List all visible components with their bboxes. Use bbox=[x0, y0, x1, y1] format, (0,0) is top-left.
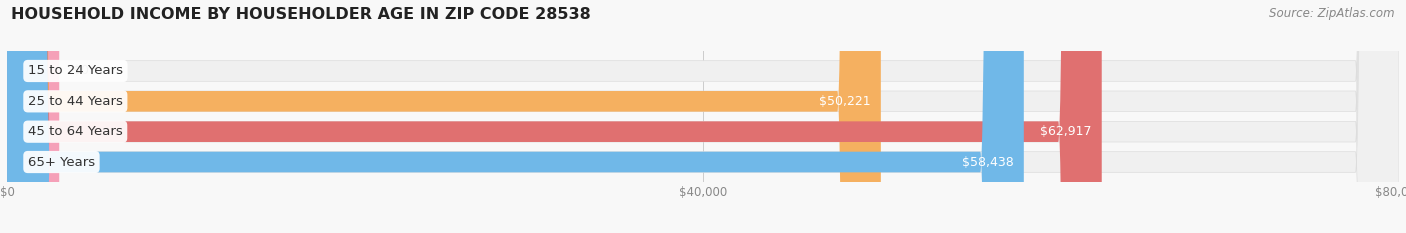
Text: $58,438: $58,438 bbox=[962, 155, 1014, 168]
Text: Source: ZipAtlas.com: Source: ZipAtlas.com bbox=[1270, 7, 1395, 20]
Text: 65+ Years: 65+ Years bbox=[28, 155, 96, 168]
FancyBboxPatch shape bbox=[7, 0, 1399, 233]
Text: 15 to 24 Years: 15 to 24 Years bbox=[28, 65, 122, 78]
FancyBboxPatch shape bbox=[7, 0, 1102, 233]
FancyBboxPatch shape bbox=[7, 0, 1399, 233]
Text: $50,221: $50,221 bbox=[818, 95, 870, 108]
Text: $62,917: $62,917 bbox=[1040, 125, 1091, 138]
FancyBboxPatch shape bbox=[7, 0, 880, 233]
FancyBboxPatch shape bbox=[7, 0, 1399, 233]
FancyBboxPatch shape bbox=[7, 0, 59, 233]
FancyBboxPatch shape bbox=[7, 0, 1024, 233]
Text: 45 to 64 Years: 45 to 64 Years bbox=[28, 125, 122, 138]
Text: $0: $0 bbox=[73, 65, 89, 78]
FancyBboxPatch shape bbox=[7, 0, 1399, 233]
Text: 25 to 44 Years: 25 to 44 Years bbox=[28, 95, 122, 108]
Text: HOUSEHOLD INCOME BY HOUSEHOLDER AGE IN ZIP CODE 28538: HOUSEHOLD INCOME BY HOUSEHOLDER AGE IN Z… bbox=[11, 7, 591, 22]
